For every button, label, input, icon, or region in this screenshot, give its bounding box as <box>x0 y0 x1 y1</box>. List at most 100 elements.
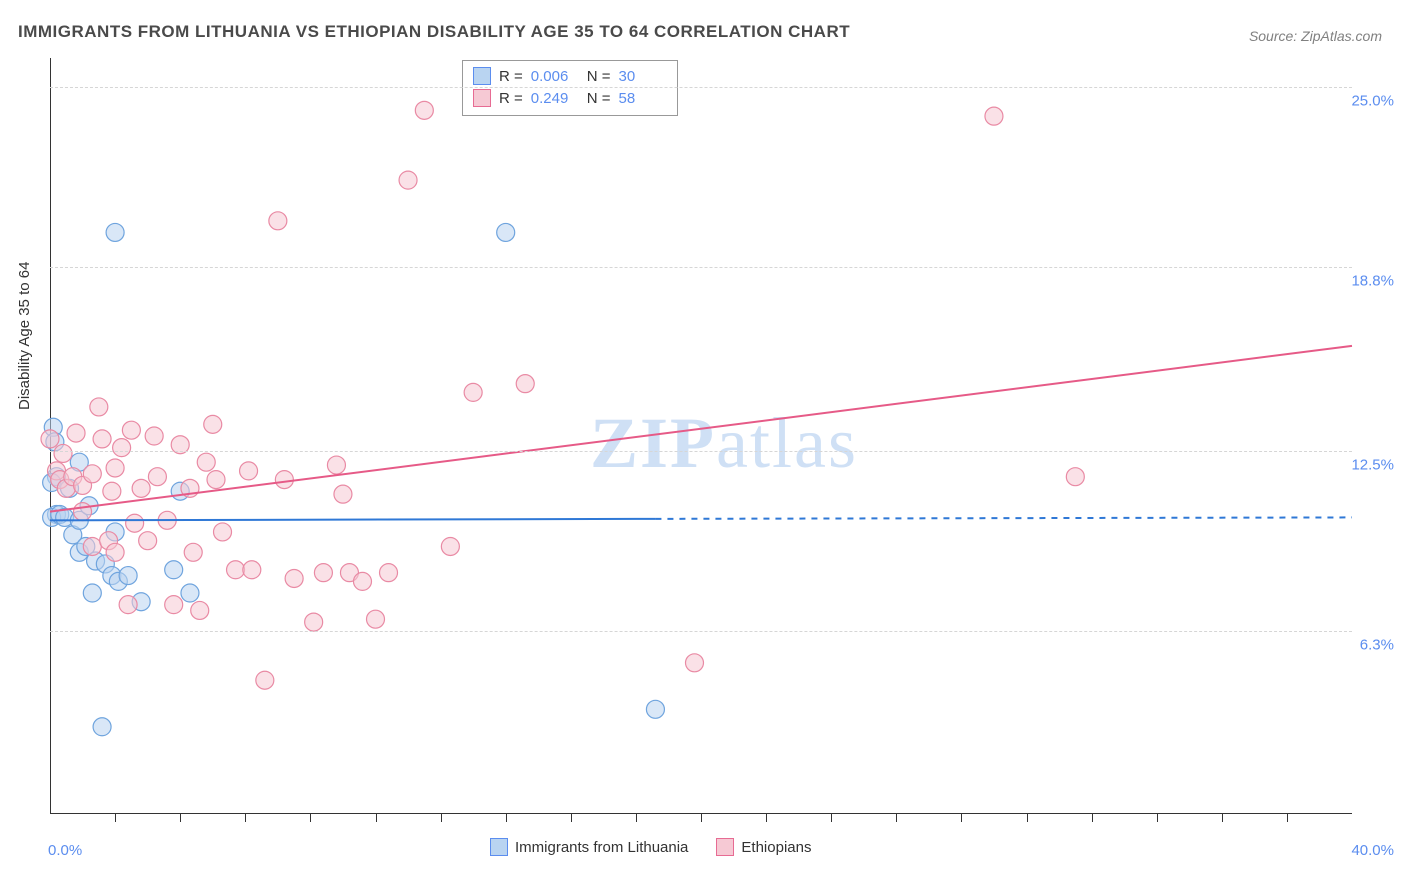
gridline <box>50 267 1352 268</box>
x-tick <box>310 814 311 822</box>
data-point <box>646 700 664 718</box>
data-point <box>83 584 101 602</box>
n-value-1: 30 <box>619 68 667 85</box>
data-point <box>106 459 124 477</box>
data-point <box>214 523 232 541</box>
corr-row-1: R = 0.006 N = 30 <box>473 65 667 87</box>
x-tick <box>571 814 572 822</box>
r-value-1: 0.006 <box>531 68 579 85</box>
x-tick <box>701 814 702 822</box>
y-tick-label: 18.8% <box>1351 273 1394 290</box>
data-point <box>113 439 131 457</box>
data-point <box>67 424 85 442</box>
data-point <box>1066 468 1084 486</box>
data-point <box>441 537 459 555</box>
data-point <box>464 383 482 401</box>
data-point <box>516 375 534 393</box>
gridline <box>50 87 1352 88</box>
swatch-series-1 <box>473 67 491 85</box>
legend-item-2: Ethiopians <box>716 838 811 856</box>
x-tick <box>766 814 767 822</box>
data-point <box>184 543 202 561</box>
r-label-1: R = <box>499 68 523 85</box>
data-point <box>985 107 1003 125</box>
n-label-2: N = <box>587 90 611 107</box>
data-point <box>122 421 140 439</box>
data-point <box>41 430 59 448</box>
data-point <box>106 223 124 241</box>
data-point <box>380 564 398 582</box>
gridline <box>50 451 1352 452</box>
data-point <box>415 101 433 119</box>
corr-row-2: R = 0.249 N = 58 <box>473 87 667 109</box>
data-point <box>275 471 293 489</box>
x-tick <box>506 814 507 822</box>
x-tick <box>1287 814 1288 822</box>
chart-svg <box>50 58 1352 814</box>
data-point <box>181 584 199 602</box>
gridline <box>50 631 1352 632</box>
y-tick-label: 12.5% <box>1351 456 1394 473</box>
x-tick <box>896 814 897 822</box>
series-legend: Immigrants from Lithuania Ethiopians <box>490 838 811 856</box>
x-tick <box>1092 814 1093 822</box>
n-value-2: 58 <box>619 90 667 107</box>
y-tick-label: 6.3% <box>1360 636 1394 653</box>
x-tick <box>1027 814 1028 822</box>
x-tick <box>1222 814 1223 822</box>
data-point <box>54 444 72 462</box>
data-point <box>314 564 332 582</box>
data-point <box>106 543 124 561</box>
data-point <box>148 468 166 486</box>
x-tick <box>961 814 962 822</box>
data-point <box>93 718 111 736</box>
n-label-1: N = <box>587 68 611 85</box>
legend-label-1: Immigrants from Lithuania <box>515 839 688 856</box>
data-point <box>353 572 371 590</box>
legend-item-1: Immigrants from Lithuania <box>490 838 688 856</box>
data-point <box>269 212 287 230</box>
data-point <box>83 465 101 483</box>
data-point <box>132 479 150 497</box>
legend-swatch-1 <box>490 838 508 856</box>
data-point <box>145 427 163 445</box>
x-tick <box>115 814 116 822</box>
x-tick <box>245 814 246 822</box>
swatch-series-2 <box>473 89 491 107</box>
data-point <box>119 567 137 585</box>
data-point <box>74 503 92 521</box>
data-point <box>103 482 121 500</box>
data-point <box>139 532 157 550</box>
y-axis-label: Disability Age 35 to 64 <box>16 262 33 410</box>
data-point <box>285 569 303 587</box>
data-point <box>83 537 101 555</box>
data-point <box>204 415 222 433</box>
data-point <box>240 462 258 480</box>
data-point <box>685 654 703 672</box>
data-point <box>399 171 417 189</box>
data-point <box>93 430 111 448</box>
data-point <box>197 453 215 471</box>
trend-line <box>655 517 1352 518</box>
data-point <box>305 613 323 631</box>
data-point <box>334 485 352 503</box>
x-tick <box>376 814 377 822</box>
data-point <box>126 514 144 532</box>
x-tick <box>1157 814 1158 822</box>
data-point <box>119 596 137 614</box>
r-label-2: R = <box>499 90 523 107</box>
x-tick <box>180 814 181 822</box>
trend-line <box>50 346 1352 512</box>
data-point <box>165 561 183 579</box>
x-tick-label: 40.0% <box>1351 842 1394 859</box>
data-point <box>243 561 261 579</box>
x-tick <box>831 814 832 822</box>
y-tick-label: 25.0% <box>1351 93 1394 110</box>
data-point <box>191 601 209 619</box>
data-point <box>497 223 515 241</box>
x-tick <box>441 814 442 822</box>
data-point <box>256 671 274 689</box>
data-point <box>90 398 108 416</box>
data-point <box>367 610 385 628</box>
r-value-2: 0.249 <box>531 90 579 107</box>
